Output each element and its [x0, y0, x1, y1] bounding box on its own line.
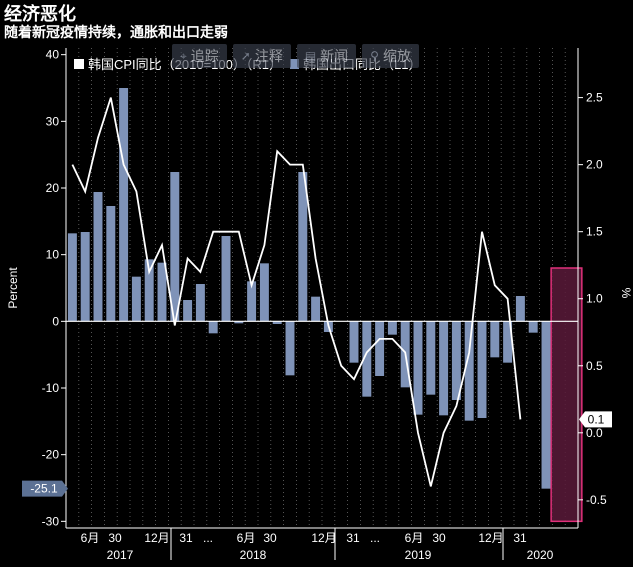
crosshair-icon: ⌖ [180, 48, 187, 63]
chart-subtitle: 随着新冠疫情持续，通胀和出口走弱 [4, 24, 228, 40]
left-tick-label: 40 [46, 48, 60, 62]
export-bar [477, 321, 487, 418]
export-bar [106, 206, 116, 322]
export-bar [285, 321, 295, 376]
export-bar [503, 321, 513, 363]
export-bar [195, 284, 205, 322]
export-bar [387, 321, 397, 335]
export-bar [67, 233, 77, 322]
chart-toolbar: ⌖ 追踪 ➚ 注释 ▤ 新闻 ⚲ 缩放 [172, 44, 419, 68]
x-year-label: 2017 [107, 548, 134, 562]
x-year-label: 2019 [405, 548, 432, 562]
x-tick-label: 31 [346, 531, 360, 545]
right-tick-label: 0.5 [586, 359, 603, 373]
x-tick-label: 30 [432, 531, 446, 545]
value-callouts: -25.1 0.1 [22, 411, 612, 497]
x-tick-label: 12月 [478, 531, 503, 545]
toolbar-annotate-button[interactable]: ➚ 注释 [232, 44, 291, 68]
export-bar [362, 321, 372, 397]
x-year-label: 2020 [527, 548, 554, 562]
export-bar [221, 236, 231, 322]
toolbar-news-button[interactable]: ▤ 新闻 [296, 44, 357, 68]
right-tick-label: 2.5 [586, 91, 603, 105]
highlight-region [550, 267, 583, 523]
legend-cpi-swatch [74, 58, 84, 69]
toolbar-news-label: 新闻 [320, 48, 349, 64]
cpi-callout-label: 0.1 [588, 412, 605, 426]
toolbar-track-button[interactable]: ⌖ 追踪 [172, 44, 227, 68]
right-tick-label: 0.0 [586, 426, 603, 440]
export-bar [247, 281, 257, 322]
export-bar [375, 321, 385, 376]
left-tick-label: 20 [46, 181, 60, 195]
export-bar [183, 300, 193, 322]
export-bar [528, 321, 538, 333]
news-icon: ▤ [304, 49, 317, 63]
export-bar [157, 262, 167, 322]
left-tick-label: -30 [42, 514, 60, 528]
toolbar-zoom-label: 缩放 [382, 48, 411, 64]
export-bar [451, 321, 461, 400]
export-bar [259, 263, 269, 322]
export-bar [93, 192, 103, 322]
x-tick-label: 31 [179, 531, 193, 545]
export-bar [515, 296, 525, 322]
export-bar [464, 321, 474, 421]
x-tick-label: 31 [513, 531, 527, 545]
x-tick-label: 6月 [405, 531, 424, 545]
export-bar [119, 88, 129, 322]
cursor-icon: ➚ [240, 49, 251, 63]
left-tick-label: -20 [42, 448, 60, 462]
export-bar [311, 296, 321, 322]
highlight-box [550, 267, 583, 523]
left-tick-label: 10 [46, 248, 60, 262]
x-tick-label: 30 [108, 531, 122, 545]
right-tick-label: -0.5 [586, 493, 607, 507]
export-callout-box [22, 480, 68, 497]
export-bar [490, 321, 500, 358]
export-bar [298, 172, 308, 322]
export-bar [349, 321, 359, 363]
axes [61, 48, 583, 560]
left-axis-title: Percent [6, 267, 20, 309]
x-tick-label: ... [370, 531, 380, 545]
right-axis-title: % [619, 288, 633, 299]
export-bar [170, 172, 180, 322]
toolbar-annotate-label: 注释 [254, 48, 283, 64]
export-bars [67, 88, 551, 489]
export-bar [439, 321, 449, 416]
left-tick-label: 0 [52, 314, 59, 328]
export-bar [413, 321, 423, 415]
x-tick-label: 30 [263, 531, 277, 545]
toolbar-track-label: 追踪 [190, 48, 219, 64]
export-bar [234, 321, 244, 324]
toolbar-zoom-button[interactable]: ⚲ 缩放 [362, 44, 419, 68]
chart-title: 经济恶化 [4, 4, 76, 24]
x-tick-label: ... [203, 531, 213, 545]
export-bar [272, 321, 282, 324]
export-bar [144, 259, 154, 322]
legend-exports-swatch [290, 58, 299, 69]
export-bar [541, 321, 551, 489]
cpi-callout-box [579, 411, 612, 428]
right-tick-label: 2.0 [586, 158, 603, 172]
zoom-icon: ⚲ [370, 49, 379, 63]
left-tick-label: -10 [42, 381, 60, 395]
x-tick-label: 12月 [144, 531, 169, 545]
cpi-line [71, 97, 522, 487]
x-tick-label: 6月 [237, 531, 256, 545]
export-callout-label: -25.1 [30, 482, 58, 496]
left-tick-label: 30 [46, 114, 60, 128]
right-tick-label: 1.5 [586, 225, 603, 239]
x-year-label: 2018 [240, 548, 267, 562]
x-tick-label: 12月 [311, 531, 336, 545]
x-tick-label: 6月 [81, 531, 100, 545]
export-bar [131, 276, 141, 322]
export-bar [208, 321, 218, 334]
right-tick-label: 1.0 [586, 292, 603, 306]
axis-labels: -30 -20 -10 0 10 20 30 40 -0.5 0.0 0.5 1.0 1.5 2.0 2.5… [6, 48, 633, 562]
export-bar [80, 232, 90, 322]
export-bar [426, 321, 436, 395]
